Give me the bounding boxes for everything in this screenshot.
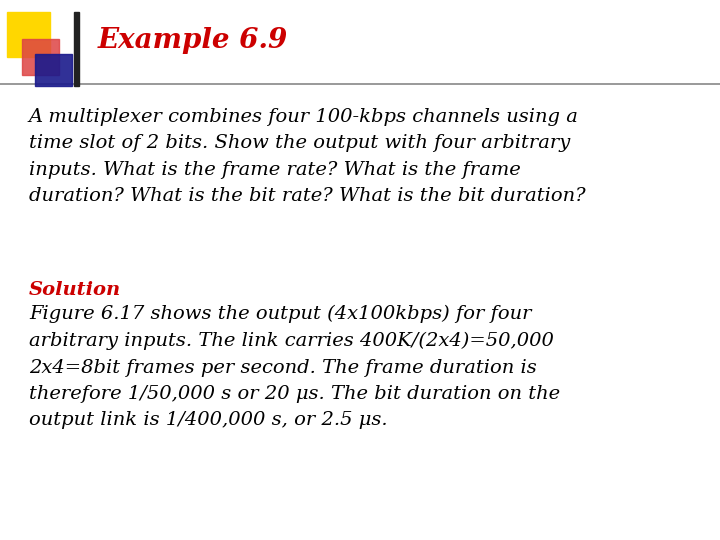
Text: Example 6.9: Example 6.9 [97, 27, 287, 54]
Text: A multiplexer combines four 100-kbps channels using a
time slot of 2 bits. Show : A multiplexer combines four 100-kbps cha… [29, 108, 585, 205]
Text: Figure 6.17 shows the output (4x100kbps) for four
arbitrary inputs. The link car: Figure 6.17 shows the output (4x100kbps)… [29, 305, 560, 429]
Text: Solution: Solution [29, 281, 121, 299]
